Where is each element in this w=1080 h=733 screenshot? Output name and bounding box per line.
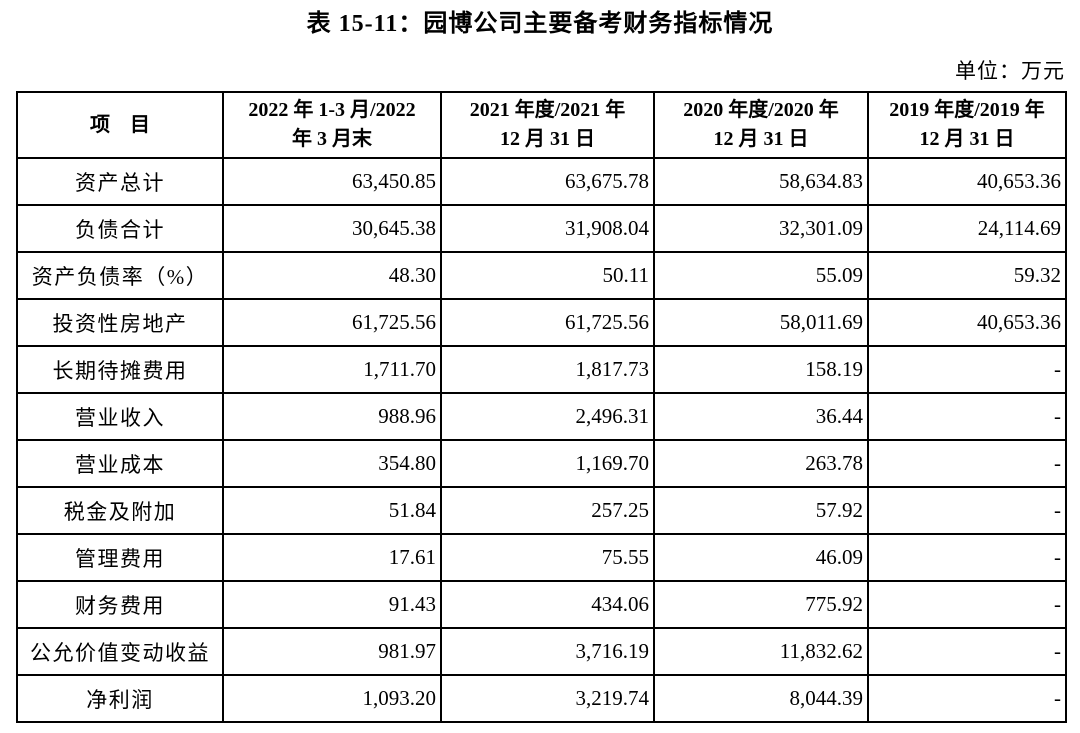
value-cell-period-2: 263.78 <box>653 439 869 488</box>
table-row: 资产负债率（%） 48.30 50.11 55.09 59.32 <box>16 251 1067 300</box>
header-row: 项 目 2022 年 1-3 月/2022 年 3 月末 2021 年度/2021 … <box>16 91 1067 159</box>
value-cell-period-2: 36.44 <box>653 392 869 441</box>
table-row: 资产总计 63,450.85 63,675.78 58,634.83 40,653.36 <box>16 157 1067 206</box>
item-name-cell: 净利润 <box>16 674 224 723</box>
value-cell-period-1: 3,219.74 <box>440 674 655 723</box>
value-cell-period-3: 40,653.36 <box>867 157 1067 206</box>
item-name-cell: 负债合计 <box>16 204 224 253</box>
item-name-cell: 税金及附加 <box>16 486 224 535</box>
value-cell-period-3: - <box>867 674 1067 723</box>
value-cell-period-2: 57.92 <box>653 486 869 535</box>
value-cell-period-1: 63,675.78 <box>440 157 655 206</box>
table-row: 营业成本 354.80 1,169.70 263.78- <box>16 439 1067 488</box>
value-cell-period-1: 2,496.31 <box>440 392 655 441</box>
value-cell-period-3: 24,114.69 <box>867 204 1067 253</box>
value-cell-period-2: 158.19 <box>653 345 869 394</box>
value-cell-period-0: 981.97 <box>222 627 442 676</box>
item-name-cell: 长期待摊费用 <box>16 345 224 394</box>
item-name-cell: 资产负债率（%） <box>16 251 224 300</box>
value-cell-period-3: - <box>867 627 1067 676</box>
table-row: 财务费用 91.43 434.06 775.92- <box>16 580 1067 629</box>
value-cell-period-0: 30,645.38 <box>222 204 442 253</box>
item-name-cell: 营业收入 <box>16 392 224 441</box>
value-cell-period-2: 58,634.83 <box>653 157 869 206</box>
value-cell-period-0: 17.61 <box>222 533 442 582</box>
value-cell-period-2: 32,301.09 <box>653 204 869 253</box>
value-cell-period-0: 1,711.70 <box>222 345 442 394</box>
value-cell-period-3: - <box>867 580 1067 629</box>
value-cell-period-1: 50.11 <box>440 251 655 300</box>
column-header-item: 项 目 <box>16 91 224 159</box>
value-cell-period-3: 59.32 <box>867 251 1067 300</box>
item-name-cell: 投资性房地产 <box>16 298 224 347</box>
value-cell-period-2: 11,832.62 <box>653 627 869 676</box>
value-cell-period-1: 1,169.70 <box>440 439 655 488</box>
table-row: 管理费用 17.61 75.55 46.09- <box>16 533 1067 582</box>
value-cell-period-2: 775.92 <box>653 580 869 629</box>
table-row: 税金及附加 51.84 257.25 57.92- <box>16 486 1067 535</box>
item-name-cell: 管理费用 <box>16 533 224 582</box>
value-cell-period-1: 434.06 <box>440 580 655 629</box>
value-cell-period-3: - <box>867 533 1067 582</box>
value-cell-period-0: 988.96 <box>222 392 442 441</box>
table-row: 投资性房地产 61,725.56 61,725.56 58,011.69 40,653.… <box>16 298 1067 347</box>
value-cell-period-0: 61,725.56 <box>222 298 442 347</box>
value-cell-period-2: 55.09 <box>653 251 869 300</box>
table-title: 表 15-11：园博公司主要备考财务指标情况 <box>306 11 774 37</box>
item-name-cell: 公允价值变动收益 <box>16 627 224 676</box>
value-cell-period-2: 58,011.69 <box>653 298 869 347</box>
value-cell-period-1: 31,908.04 <box>440 204 655 253</box>
value-cell-period-3: 40,653.36 <box>867 298 1067 347</box>
item-name-cell: 资产总计 <box>16 157 224 206</box>
table-row: 长期待摊费用 1,711.70 1,817.73 158.19- <box>16 345 1067 394</box>
table-row: 负债合计 30,645.38 31,908.04 32,301.09 24,114.69 <box>16 204 1067 253</box>
table-row: 净利润 1,093.20 3,219.74 8,044.39- <box>16 674 1067 723</box>
column-header-period-2: 2020 年度/2020 年 12 月 31 日 <box>653 91 869 159</box>
value-cell-period-0: 63,450.85 <box>222 157 442 206</box>
value-cell-period-0: 51.84 <box>222 486 442 535</box>
value-cell-period-2: 46.09 <box>653 533 869 582</box>
value-cell-period-0: 91.43 <box>222 580 442 629</box>
value-cell-period-3: - <box>867 345 1067 394</box>
table-row: 公允价值变动收益 981.97 3,716.19 11,832.62- <box>16 627 1067 676</box>
item-name-cell: 营业成本 <box>16 439 224 488</box>
value-cell-period-3: - <box>867 439 1067 488</box>
column-header-period-0: 2022 年 1-3 月/2022 年 3 月末 <box>222 91 442 159</box>
item-name-cell: 财务费用 <box>16 580 224 629</box>
value-cell-period-2: 8,044.39 <box>653 674 869 723</box>
table-row: 营业收入 988.96 2,496.31 36.44- <box>16 392 1067 441</box>
column-header-period-3: 2019 年度/2019 年 12 月 31 日 <box>867 91 1067 159</box>
value-cell-period-0: 354.80 <box>222 439 442 488</box>
value-cell-period-1: 257.25 <box>440 486 655 535</box>
financial-indicators-table: 项 目 2022 年 1-3 月/2022 年 3 月末 2021 年度/2021 … <box>16 91 1067 723</box>
value-cell-period-1: 75.55 <box>440 533 655 582</box>
value-cell-period-0: 48.30 <box>222 251 442 300</box>
value-cell-period-0: 1,093.20 <box>222 674 442 723</box>
column-header-period-1: 2021 年度/2021 年 12 月 31 日 <box>440 91 655 159</box>
value-cell-period-1: 1,817.73 <box>440 345 655 394</box>
value-cell-period-3: - <box>867 392 1067 441</box>
value-cell-period-1: 3,716.19 <box>440 627 655 676</box>
value-cell-period-3: - <box>867 486 1067 535</box>
value-cell-period-1: 61,725.56 <box>440 298 655 347</box>
unit-label: 单位：万元 <box>955 59 1065 83</box>
